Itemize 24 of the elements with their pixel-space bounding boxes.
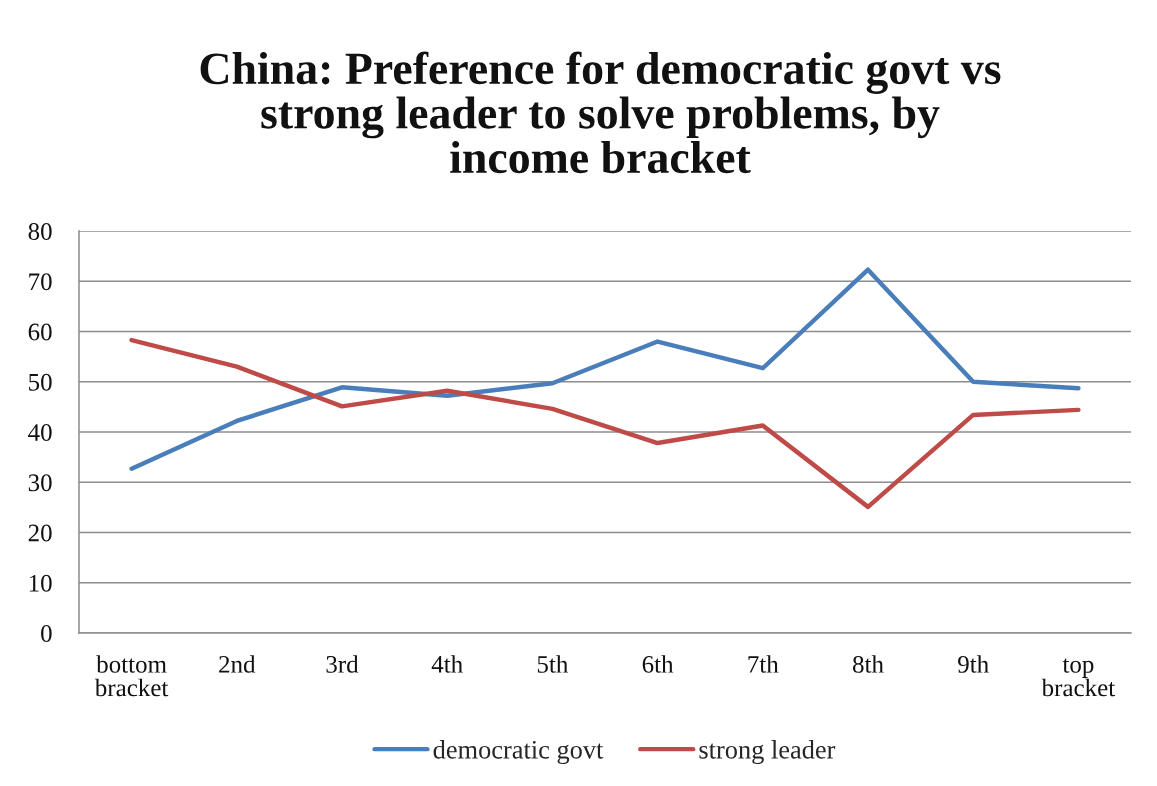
x-tick-label: 3rd	[326, 655, 359, 673]
y-tick-label: 80	[28, 223, 52, 240]
chart-title: China: Preference for democratic govt vs strong leader to solve problems, by income bracket	[200, 51, 1001, 174]
y-tick-label: 40	[28, 424, 52, 441]
legend-label: democratic govt	[433, 740, 604, 765]
line-series	[129, 267, 1081, 471]
y-tick-label: 0	[41, 625, 52, 642]
y-tick-label: 20	[28, 524, 52, 542]
y-tick-label: 50	[29, 373, 52, 391]
x-tick-label: 2nd	[219, 655, 256, 673]
x-tick-label: 6th	[642, 655, 674, 673]
x-tick-label: bottom bracket	[94, 655, 169, 697]
x-tick-label: 9th	[958, 655, 989, 673]
y-tick-label: 60	[28, 323, 52, 341]
y-tick-label: 70	[29, 273, 52, 291]
x-tick-label: top bracket	[1041, 658, 1116, 697]
x-tick-label: 4th	[431, 655, 463, 673]
legend-label: strong leader	[699, 740, 836, 765]
y-tick-label: 30	[28, 474, 52, 492]
line-series	[129, 337, 1081, 510]
x-tick-label: 7th	[748, 655, 779, 673]
y-tick-label: 10	[29, 574, 52, 592]
x-tick-label: 5th	[537, 655, 569, 673]
x-tick-label: 8th	[852, 655, 884, 673]
